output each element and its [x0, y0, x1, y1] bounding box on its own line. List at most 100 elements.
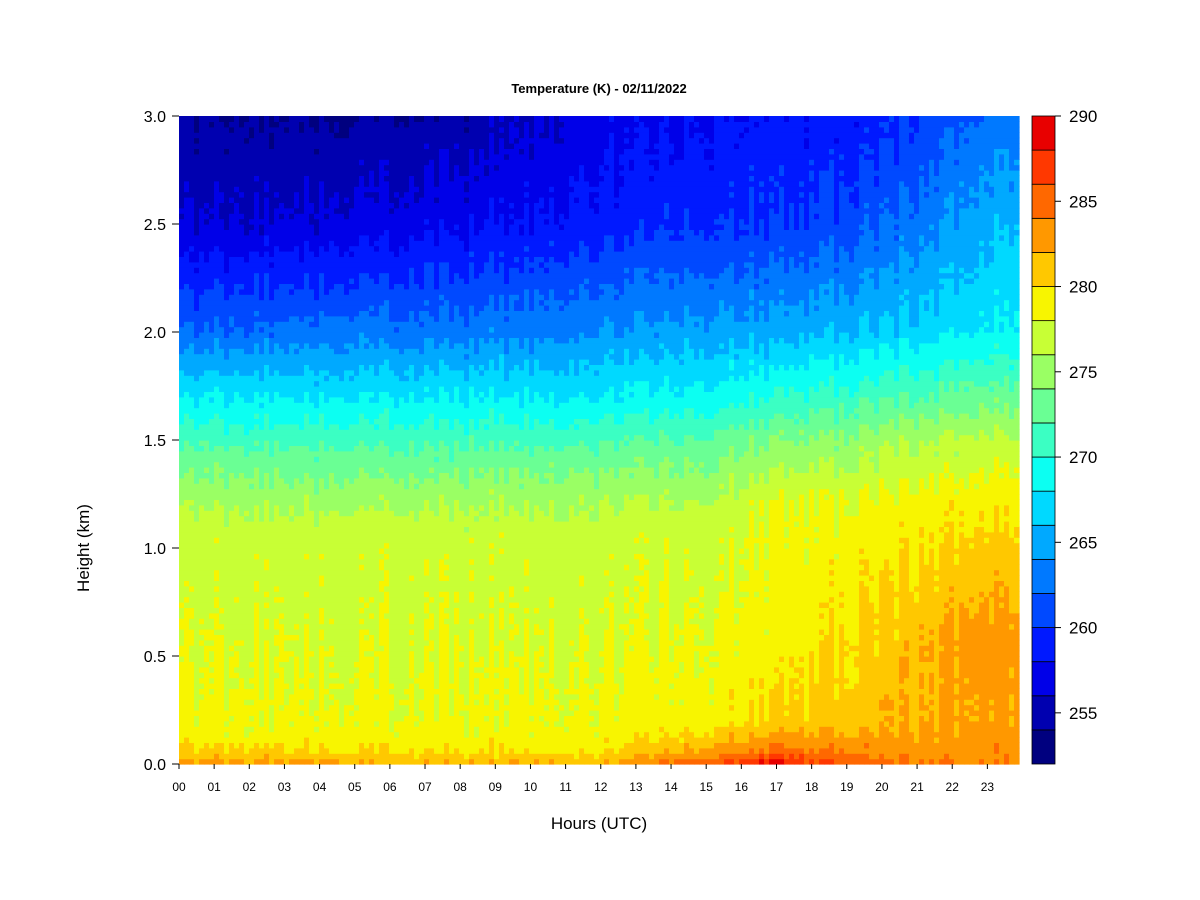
heatmap-cell [344, 245, 350, 252]
heatmap-cell [304, 132, 310, 139]
heatmap-cell [199, 531, 205, 538]
heatmap-cell [224, 386, 230, 392]
heatmap-cell [229, 629, 235, 635]
heatmap-cell [254, 391, 260, 398]
heatmap-cell [284, 731, 290, 738]
heatmap-cell [279, 413, 285, 419]
heatmap-cell [274, 256, 280, 263]
heatmap-cell [229, 332, 235, 338]
heatmap-cell [294, 143, 300, 149]
heatmap-cell [194, 364, 200, 371]
heatmap-cell [199, 666, 205, 673]
heatmap-cell [304, 488, 310, 495]
heatmap-cell [344, 337, 350, 344]
heatmap-cell [344, 218, 350, 225]
heatmap-cell [364, 391, 370, 398]
heatmap-cell [189, 369, 195, 376]
heatmap-cell [309, 359, 315, 365]
heatmap-cell [284, 315, 290, 322]
heatmap-cell [379, 747, 385, 754]
heatmap-cell [284, 294, 290, 301]
heatmap-cell [309, 240, 315, 247]
heatmap-cell [209, 639, 215, 646]
heatmap-cell [374, 326, 380, 333]
heatmap-cell [279, 558, 285, 565]
heatmap-cell [379, 148, 385, 155]
heatmap-cell [374, 337, 380, 344]
heatmap-cell [369, 261, 375, 268]
heatmap-cell [349, 575, 355, 581]
heatmap-cell [229, 510, 235, 517]
heatmap-cell [304, 191, 310, 198]
heatmap-cell [369, 148, 375, 155]
heatmap-cell [324, 234, 330, 241]
heatmap-cell [299, 407, 305, 414]
heatmap-cell [194, 472, 200, 479]
heatmap-cell [244, 575, 250, 581]
heatmap-cell [214, 629, 220, 635]
heatmap-cell [284, 267, 290, 274]
heatmap-cell [334, 197, 340, 203]
heatmap-cell [229, 494, 235, 500]
heatmap-cell [324, 386, 330, 392]
heatmap-cell [179, 704, 185, 711]
heatmap-cell [279, 456, 285, 463]
heatmap-cell [314, 153, 320, 160]
heatmap-cell [219, 310, 225, 317]
heatmap-cell [349, 580, 355, 587]
heatmap-cell [289, 553, 295, 560]
heatmap-cell [219, 164, 225, 171]
heatmap-cell [289, 731, 295, 738]
heatmap-cell [259, 683, 265, 689]
heatmap-cell [299, 710, 305, 716]
heatmap-cell [309, 634, 315, 641]
heatmap-cell [314, 332, 320, 338]
heatmap-cell [344, 126, 350, 133]
heatmap-cell [214, 483, 220, 490]
heatmap-cell [204, 207, 210, 214]
heatmap-cell [209, 720, 215, 727]
heatmap-cell [384, 693, 390, 700]
heatmap-cell [269, 650, 275, 657]
heatmap-cell [279, 153, 285, 160]
heatmap-cell [324, 666, 330, 673]
heatmap-cell [204, 650, 210, 657]
heatmap-cell [289, 742, 295, 749]
heatmap-cell [199, 564, 205, 571]
heatmap-cell [299, 396, 305, 403]
heatmap-cell [354, 413, 360, 419]
heatmap-cell [344, 261, 350, 268]
heatmap-cell [179, 726, 185, 733]
heatmap-cell [229, 440, 235, 446]
heatmap-cell [249, 267, 255, 274]
heatmap-cell [299, 704, 305, 711]
heatmap-cell [369, 294, 375, 301]
heatmap-cell [354, 197, 360, 203]
heatmap-cell [339, 191, 345, 198]
heatmap-cell [199, 299, 205, 306]
heatmap-cell [184, 159, 190, 166]
heatmap-cell [234, 753, 240, 760]
heatmap-cell [359, 386, 365, 392]
heatmap-cell [294, 299, 300, 306]
heatmap-cell [349, 251, 355, 257]
heatmap-cell [254, 666, 260, 673]
heatmap-cell [234, 213, 240, 220]
heatmap-cell [249, 396, 255, 403]
heatmap-cell [354, 726, 360, 733]
heatmap-cell [379, 645, 385, 652]
heatmap-cell [204, 429, 210, 436]
heatmap-cell [244, 267, 250, 274]
heatmap-cell [204, 148, 210, 155]
heatmap-cell [289, 213, 295, 220]
heatmap-cell [319, 407, 325, 414]
heatmap-cell [189, 456, 195, 463]
heatmap-cell [194, 569, 200, 576]
heatmap-cell [284, 661, 290, 668]
heatmap-cell [214, 132, 220, 139]
heatmap-cell [214, 715, 220, 722]
heatmap-cell [269, 612, 275, 619]
heatmap-cell [224, 710, 230, 716]
heatmap-cell [309, 715, 315, 722]
heatmap-cell [284, 423, 290, 430]
